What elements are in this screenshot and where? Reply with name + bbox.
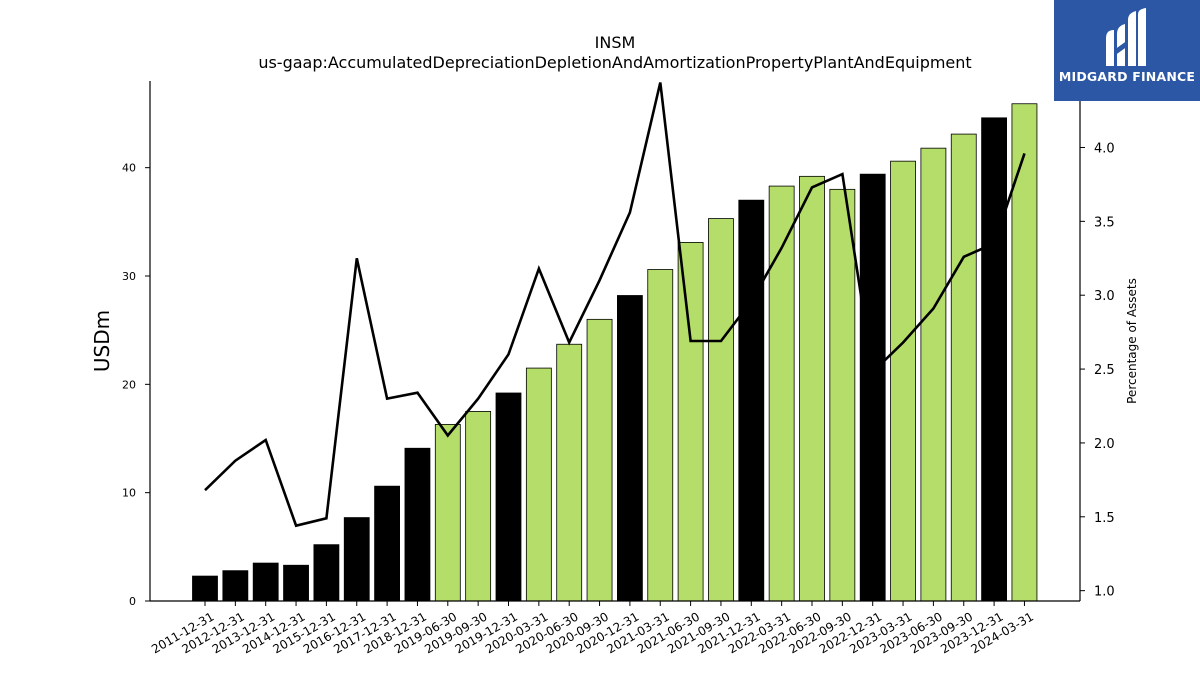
y-tick-label: 0	[129, 595, 136, 608]
bar-2019-09-30	[465, 411, 492, 602]
bar-2011-12-31	[192, 575, 218, 602]
bar-2023-06-30	[920, 147, 947, 602]
bar-series	[192, 103, 1038, 602]
bar-2020-03-31	[525, 367, 552, 602]
y-tick-label: 20	[122, 378, 136, 391]
y2-tick-label: 4.0	[1094, 141, 1115, 156]
bar-2024-03-31	[1011, 103, 1038, 602]
y-tick-label: 40	[122, 162, 136, 175]
mf-monogram-icon	[1106, 8, 1146, 66]
bar-2022-12-31	[859, 173, 886, 602]
y2-tick-label: 2.0	[1094, 437, 1115, 452]
bar-2021-09-30	[708, 218, 734, 602]
y2-tick-label: 1.5	[1094, 511, 1115, 526]
bar-2016-12-31	[343, 517, 370, 602]
brand-name: MIDGARD FINANCE	[1058, 69, 1196, 84]
y2-tick-label: 3.5	[1094, 215, 1115, 230]
y2-axis-label: Percentage of Assets	[1125, 278, 1139, 404]
bar-2017-12-31	[374, 485, 401, 602]
bar-2015-12-31	[313, 544, 340, 602]
brand-logo: MIDGARD FINANCE	[1054, 0, 1200, 101]
chart-title: INSM	[595, 33, 636, 52]
bar-2023-09-30	[950, 133, 977, 602]
y2-tick-label: 2.5	[1094, 363, 1115, 378]
y-axis-label: USDm	[90, 310, 114, 372]
bar-2021-06-30	[677, 242, 704, 602]
bar-2022-09-30	[829, 188, 856, 602]
bar-2022-03-31	[768, 185, 795, 602]
y2-tick-label: 1.0	[1094, 585, 1115, 600]
y-tick-label: 10	[122, 487, 136, 500]
bar-2021-03-31	[647, 269, 674, 602]
chart-subtitle: us-gaap:AccumulatedDepreciationDepletion…	[258, 53, 971, 72]
percentage-of-assets-line	[204, 82, 1026, 528]
bar-2013-12-31	[252, 562, 279, 602]
bar-2023-03-31	[890, 160, 916, 602]
bar-2021-12-31	[738, 199, 765, 602]
line-series	[204, 82, 1026, 528]
bar-2019-12-31	[495, 392, 522, 602]
bar-2020-06-30	[556, 343, 583, 602]
bar-2019-06-30	[434, 424, 461, 602]
bar-2018-12-31	[404, 447, 431, 602]
bar-2022-06-30	[799, 175, 825, 602]
bar-2023-12-31	[981, 117, 1007, 602]
bar-2014-12-31	[283, 564, 309, 602]
y-tick-label: 30	[122, 270, 136, 283]
bar-2020-12-31	[617, 295, 643, 602]
y2-tick-label: 3.0	[1094, 289, 1115, 304]
bar-2012-12-31	[222, 570, 249, 602]
bar-2020-09-30	[586, 318, 613, 602]
